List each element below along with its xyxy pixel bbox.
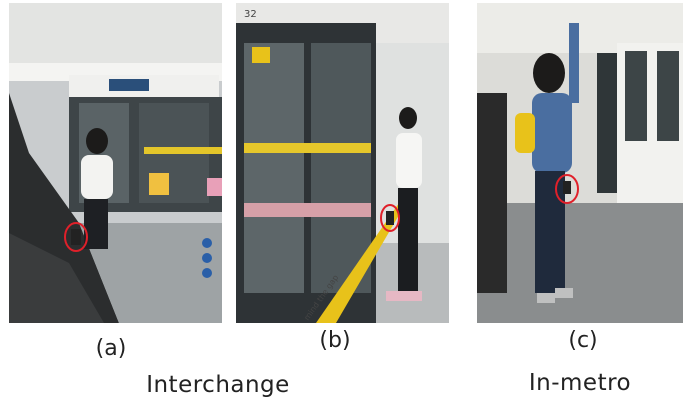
caption-in-metro: In-metro [528, 370, 632, 396]
escalator-photo [9, 3, 222, 323]
panel-label-a: (a) [95, 336, 127, 361]
in-metro-photo [477, 3, 683, 323]
caption-interchange: Interchange [146, 372, 290, 398]
photo-panel-c [477, 3, 683, 323]
panel-label-c: (c) [568, 328, 598, 353]
photo-panel-a [9, 3, 222, 323]
platform-photo: 32 mind the gap [236, 3, 449, 323]
photo-panel-b: 32 mind the gap [236, 3, 449, 323]
panel-label-b: (b) [319, 328, 351, 353]
platform-sign: 32 [244, 9, 257, 20]
